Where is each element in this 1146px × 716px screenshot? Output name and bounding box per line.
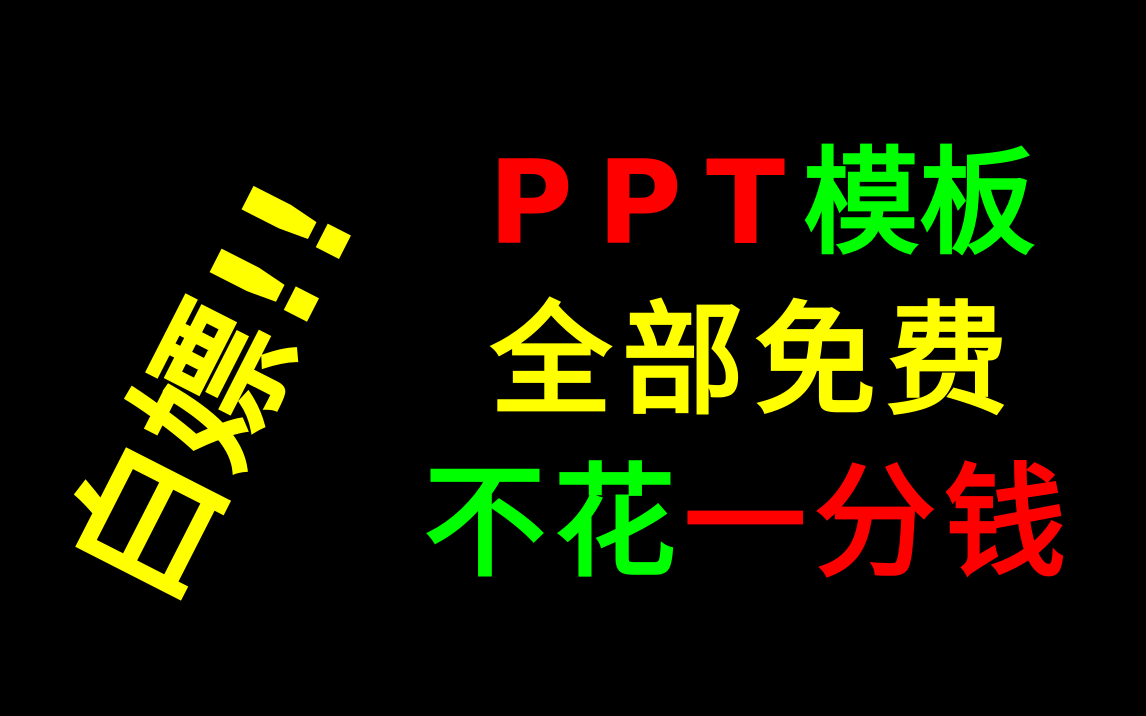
tilted-headline: 白嫖!!	[36, 152, 394, 628]
template-text: 模板	[803, 136, 1036, 271]
headline-line-1: PPT模板	[488, 146, 1035, 262]
ppt-text: PPT	[488, 136, 810, 271]
one-cent-text: 一分钱	[684, 452, 1074, 594]
no-spend-text: 不花	[424, 452, 684, 594]
headline-line-2: 全部免费	[490, 290, 1018, 432]
headline-line-3: 不花一分钱	[424, 462, 1074, 584]
